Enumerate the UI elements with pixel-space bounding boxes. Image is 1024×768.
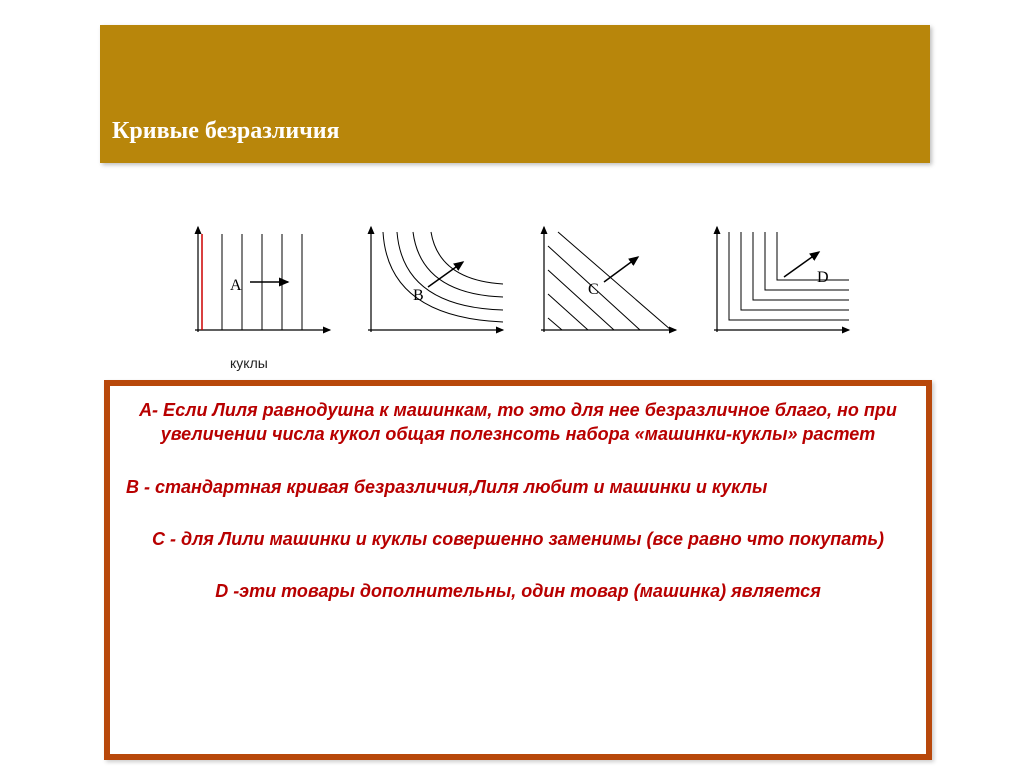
explanation-a: A- Если Лиля равнодушна к машинкам, то э… <box>126 398 910 447</box>
chart-a-svg: A <box>180 222 335 347</box>
chart-b-label: B <box>413 287 424 304</box>
chart-d: D <box>699 222 854 347</box>
explanation-b: B - стандартная кривая безразличия,Лиля … <box>126 475 910 499</box>
explanation-box: A- Если Лиля равнодушна к машинкам, то э… <box>104 380 932 760</box>
chart-c: C <box>526 222 681 347</box>
chart-b: B <box>353 222 508 347</box>
explanation-d: D -эти товары дополнительны, один товар … <box>126 579 910 603</box>
chart-c-label: C <box>588 281 599 298</box>
chart-row: A B <box>180 222 850 362</box>
chart-a-label: A <box>230 277 242 294</box>
x-axis-caption: куклы <box>230 355 268 371</box>
page-title: Кривые безразличия <box>112 118 340 145</box>
header-block: Кривые безразличия <box>100 25 930 163</box>
chart-a: A <box>180 222 335 347</box>
chart-c-svg: C <box>526 222 681 347</box>
explanation-c: C - для Лили машинки и куклы совершенно … <box>126 527 910 551</box>
chart-b-svg: B <box>353 222 508 347</box>
chart-d-label: D <box>817 269 829 286</box>
chart-d-svg: D <box>699 222 854 347</box>
